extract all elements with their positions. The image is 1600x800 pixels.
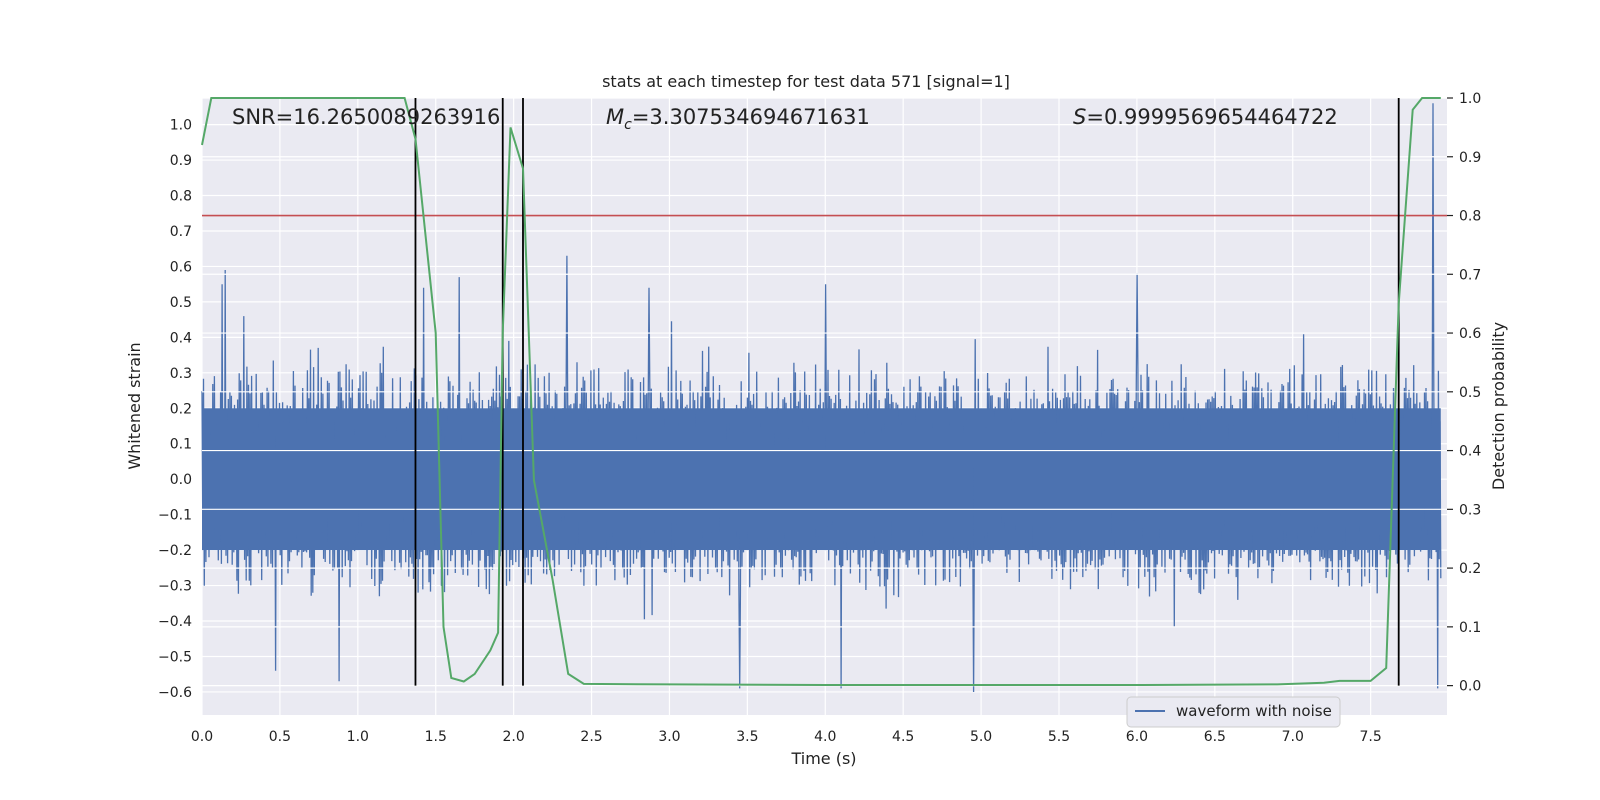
detection-probability-line — [201, 97, 1441, 686]
y2-axis-label: Detection probability — [1489, 322, 1508, 490]
x-tick-label: 5.5 — [1048, 729, 1070, 745]
x-tick-label: 6.0 — [1126, 729, 1148, 745]
y-tick-label: −0.3 — [158, 579, 192, 595]
y-tick-label: 1.0 — [170, 118, 192, 134]
x-tick-label: 3.0 — [658, 729, 680, 745]
y-tick-label: −0.5 — [158, 649, 192, 665]
y2-tick-label: 1.0 — [1459, 91, 1481, 107]
mc-annotation: Mc=3.307534694671631 — [606, 105, 870, 133]
y2-axis-ticks: 0.0 0.1 0.2 0.3 0.4 0.5 0.6 0.7 0.8 0.9 1.0 — [1447, 91, 1481, 695]
y-tick-label: 0.6 — [170, 259, 192, 275]
snr-annotation: SNR=16.2650089263916 — [232, 105, 500, 129]
waveform-trace — [201, 103, 1442, 693]
y-tick-label: 0.0 — [170, 472, 192, 488]
y2-tick-label: 0.4 — [1459, 444, 1481, 460]
y-tick-label: 0.7 — [170, 224, 192, 240]
y2-tick-label: 0.8 — [1459, 209, 1481, 225]
x-tick-label: 7.0 — [1282, 729, 1304, 745]
s-annotation: S=0.9999569654464722 — [1073, 105, 1338, 129]
y-tick-label: −0.1 — [158, 508, 192, 524]
chart-title: stats at each timestep for test data 571… — [602, 72, 1010, 91]
y-axis-label: Whitened strain — [125, 342, 144, 469]
x-tick-label: 1.5 — [425, 729, 447, 745]
waveform-series — [201, 103, 1442, 693]
y-tick-label: 0.4 — [170, 330, 192, 346]
x-tick-label: 5.0 — [970, 729, 992, 745]
x-tick-label: 7.5 — [1360, 729, 1382, 745]
x-tick-label: 0.0 — [191, 729, 213, 745]
y2-gridlines — [202, 97, 1447, 687]
y2-tick-label: 0.2 — [1459, 561, 1481, 577]
x-tick-label: 6.5 — [1204, 729, 1226, 745]
x-tick-label: 1.0 — [347, 729, 369, 745]
x-tick-label: 4.0 — [814, 729, 836, 745]
y2-tick-label: 0.7 — [1459, 267, 1481, 283]
y2-tick-label: 0.3 — [1459, 502, 1481, 518]
y2-tick-label: 0.6 — [1459, 326, 1481, 342]
y-tick-label: 0.1 — [170, 437, 192, 453]
x-axis-label: Time (s) — [790, 749, 856, 768]
y-tick-label: −0.4 — [158, 614, 192, 630]
y2-tick-label: 0.9 — [1459, 150, 1481, 166]
y2-tick-label: 0.5 — [1459, 385, 1481, 401]
y-tick-label: −0.2 — [158, 543, 192, 559]
y-tick-label: 0.2 — [170, 401, 192, 417]
legend-label: waveform with noise — [1176, 702, 1332, 720]
x-tick-label: 3.5 — [736, 729, 758, 745]
x-tick-label: 2.5 — [580, 729, 602, 745]
y-tick-label: 0.5 — [170, 295, 192, 311]
y2-tick-label: 0.1 — [1459, 620, 1481, 636]
x-tick-label: 2.0 — [503, 729, 525, 745]
x-tick-label: 0.5 — [269, 729, 291, 745]
y2-tick-label: 0.0 — [1459, 679, 1481, 695]
y-tick-label: −0.6 — [158, 685, 192, 701]
x-tick-label: 4.5 — [892, 729, 914, 745]
y-tick-label: 0.9 — [170, 153, 192, 169]
y-tick-label: 0.8 — [170, 189, 192, 205]
legend: waveform with noise — [1126, 696, 1341, 728]
y-axis-ticks: −0.6 −0.5 −0.4 −0.3 −0.2 −0.1 0.0 0.1 0.2 0.3 0.4 0… — [158, 118, 192, 701]
y-tick-label: 0.3 — [170, 366, 192, 382]
x-axis-ticks: 0.0 0.5 1.0 1.5 2.0 2.5 3.0 3.5 4.0 4.5 5.0 5.5 6.0 6… — [191, 729, 1382, 745]
legend-box — [1126, 696, 1341, 728]
